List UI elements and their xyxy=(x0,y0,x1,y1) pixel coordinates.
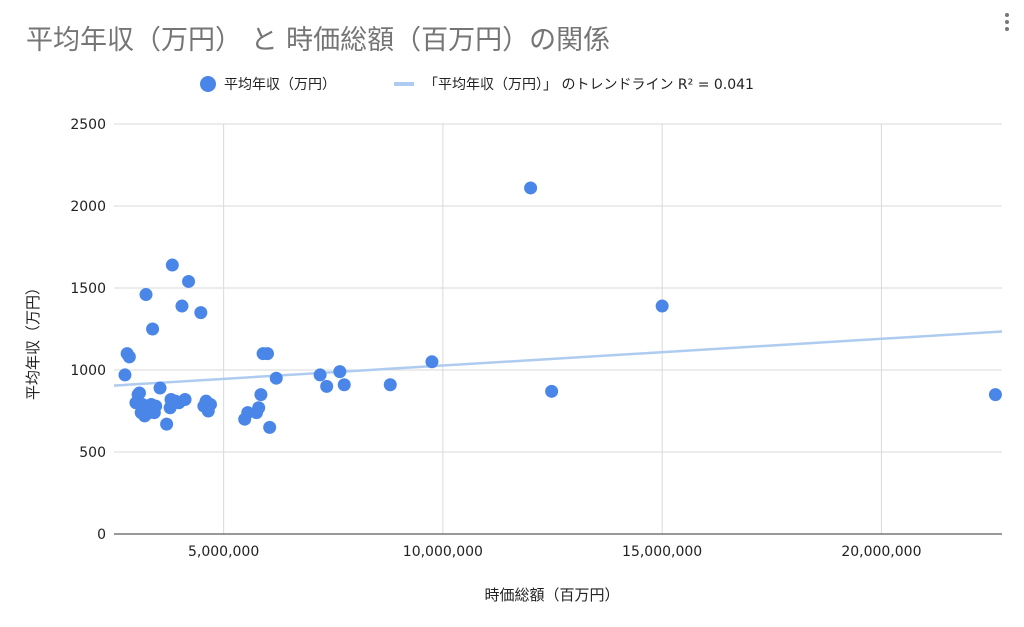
legend: 平均年収（万円） 「平均年収（万円）」 のトレンドライン R² = 0.041 xyxy=(200,76,754,93)
data-point[interactable] xyxy=(260,347,274,361)
data-point[interactable] xyxy=(320,379,334,393)
chart-title: 平均年収（万円） と 時価総額（百万円）の関係 xyxy=(26,25,611,56)
data-point[interactable] xyxy=(254,388,268,402)
data-point[interactable] xyxy=(333,365,347,379)
more-options-icon[interactable] xyxy=(1000,10,1014,40)
data-point[interactable] xyxy=(146,322,160,336)
data-point[interactable] xyxy=(139,288,153,302)
data-point[interactable] xyxy=(252,401,266,415)
data-point[interactable] xyxy=(178,393,192,407)
data-point[interactable] xyxy=(175,299,189,313)
x-axis-title: 時価総額（百万円） xyxy=(484,586,619,604)
legend-series-marker xyxy=(200,76,216,92)
data-point[interactable] xyxy=(194,306,208,320)
data-point[interactable] xyxy=(524,181,538,195)
y-tick-label: 2500 xyxy=(70,117,106,133)
data-point[interactable] xyxy=(153,381,167,395)
y-tick-label: 1500 xyxy=(70,281,106,297)
data-point[interactable] xyxy=(160,417,174,431)
data-point[interactable] xyxy=(383,378,397,392)
data-point[interactable] xyxy=(165,258,179,272)
data-point[interactable] xyxy=(203,397,217,411)
y-tick-label: 0 xyxy=(97,527,106,543)
x-tick-label: 10,000,000 xyxy=(403,544,483,560)
y-tick-label: 2000 xyxy=(70,199,106,215)
data-point[interactable] xyxy=(545,384,559,398)
y-axis-title: 平均年収（万円） xyxy=(24,280,42,400)
legend-trend-label: 「平均年収（万円）」 のトレンドライン R² = 0.041 xyxy=(424,77,754,93)
data-point[interactable] xyxy=(149,399,163,413)
data-point[interactable] xyxy=(655,299,669,313)
trendline xyxy=(113,330,1003,387)
trendline-layer xyxy=(113,330,1003,387)
gridlines xyxy=(114,123,1002,534)
data-point[interactable] xyxy=(269,371,283,385)
x-tick-label: 5,000,000 xyxy=(188,544,259,560)
x-tick-label: 15,000,000 xyxy=(622,544,702,560)
legend-series-label: 平均年収（万円） xyxy=(224,77,336,93)
tick-labels: 0 500 1000 1500 2000 2500 5,000,000 10,000,000 1… xyxy=(70,117,921,560)
data-point[interactable] xyxy=(337,378,351,392)
x-tick-label: 20,000,000 xyxy=(841,544,921,560)
y-tick-label: 1000 xyxy=(70,363,106,379)
y-tick-label: 500 xyxy=(79,445,106,461)
data-point[interactable] xyxy=(988,388,1002,402)
data-point[interactable] xyxy=(132,386,146,400)
data-point[interactable] xyxy=(313,368,327,382)
data-point[interactable] xyxy=(122,350,136,364)
data-point[interactable] xyxy=(182,274,196,288)
points-layer xyxy=(118,181,1002,434)
data-point[interactable] xyxy=(425,355,439,369)
data-point[interactable] xyxy=(118,368,132,382)
data-point[interactable] xyxy=(263,420,277,434)
